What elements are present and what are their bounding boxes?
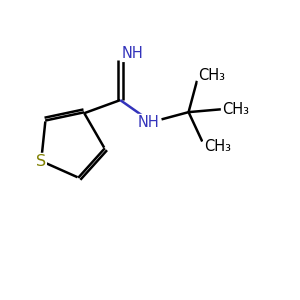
Text: CH₃: CH₃ bbox=[222, 102, 249, 117]
Text: NH: NH bbox=[122, 46, 143, 62]
Text: CH₃: CH₃ bbox=[204, 139, 231, 154]
Text: NH: NH bbox=[138, 115, 160, 130]
Text: CH₃: CH₃ bbox=[198, 68, 225, 83]
Text: S: S bbox=[36, 154, 46, 169]
